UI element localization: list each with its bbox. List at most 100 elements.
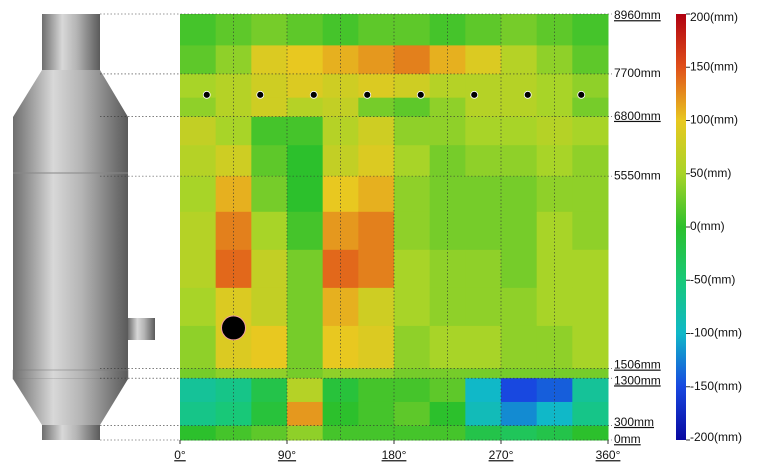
heat-cell xyxy=(501,117,537,146)
heat-cell xyxy=(430,368,466,378)
heat-cell xyxy=(572,212,608,251)
heat-cell xyxy=(216,98,252,118)
heat-cell xyxy=(287,212,323,251)
heat-cell xyxy=(465,378,501,402)
heat-cell xyxy=(537,288,573,327)
heat-cell xyxy=(251,368,287,378)
heat-cell xyxy=(465,402,501,426)
heat-cell xyxy=(394,250,430,289)
y-tick-label: 7700mm xyxy=(614,66,661,80)
heat-cell xyxy=(501,212,537,251)
nozzle-marker xyxy=(417,91,424,98)
heat-cell xyxy=(501,326,537,369)
x-tick-label: 180° xyxy=(382,448,407,462)
heat-cell xyxy=(394,326,430,369)
heat-cell xyxy=(287,378,323,402)
nozzle-marker xyxy=(310,91,317,98)
manhole-marker xyxy=(222,316,246,340)
nozzle-marker xyxy=(364,91,371,98)
heat-cell xyxy=(180,14,216,46)
heat-cell xyxy=(572,426,608,441)
heat-cell xyxy=(501,74,537,98)
colorbar-label: 50(mm) xyxy=(690,166,731,180)
colorbar-label: -50(mm) xyxy=(690,272,735,286)
heat-cell xyxy=(501,250,537,289)
y-tick-label: 300mm xyxy=(614,415,654,429)
heat-cell xyxy=(537,368,573,378)
heat-cell xyxy=(394,98,430,118)
heat-cell xyxy=(251,250,287,289)
heat-cell xyxy=(358,250,394,289)
heat-cell xyxy=(358,212,394,251)
heat-cell xyxy=(287,368,323,378)
heat-cell xyxy=(572,98,608,118)
heat-cell xyxy=(358,378,394,402)
heat-cell xyxy=(572,368,608,378)
colorbar xyxy=(676,14,686,440)
heat-cell xyxy=(465,288,501,327)
y-tick-label: 6800mm xyxy=(614,109,661,123)
heat-cell xyxy=(501,98,537,118)
heat-cell xyxy=(572,45,608,74)
heat-cell xyxy=(287,117,323,146)
heat-cell xyxy=(394,176,430,212)
heat-cell xyxy=(180,176,216,212)
colorbar-label: 100(mm) xyxy=(690,113,738,127)
heat-cell xyxy=(501,288,537,327)
heat-cell xyxy=(501,45,537,74)
heat-cell xyxy=(572,378,608,402)
heat-cell xyxy=(180,402,216,426)
nozzle-marker xyxy=(203,91,210,98)
heat-cell xyxy=(394,212,430,251)
heat-cell xyxy=(180,212,216,251)
heat-cell xyxy=(180,74,216,98)
heat-cell xyxy=(430,98,466,118)
heat-cell xyxy=(572,250,608,289)
heat-cell xyxy=(180,45,216,74)
heat-cell xyxy=(358,117,394,146)
heat-cell xyxy=(287,145,323,176)
colorbar-label: 150(mm) xyxy=(690,59,738,73)
heat-cell xyxy=(358,45,394,74)
y-tick-label: 8960mm xyxy=(614,8,661,22)
heat-cell xyxy=(323,98,359,118)
heat-cell xyxy=(394,288,430,327)
heat-cell xyxy=(501,176,537,212)
heat-cell xyxy=(394,117,430,146)
heat-cell xyxy=(465,250,501,289)
heat-cell xyxy=(572,288,608,327)
y-tick-label: 1506mm xyxy=(614,358,661,372)
heat-cell xyxy=(251,378,287,402)
heat-cell xyxy=(501,402,537,426)
heat-cell xyxy=(501,368,537,378)
x-tick-label: 0° xyxy=(174,448,186,462)
heat-cell xyxy=(251,426,287,441)
heat-cell xyxy=(180,378,216,402)
heat-cell xyxy=(180,250,216,289)
vessel xyxy=(13,14,155,440)
y-tick-label: 0mm xyxy=(614,432,641,446)
heat-cell xyxy=(537,98,573,118)
heat-cell xyxy=(251,98,287,118)
heat-cell xyxy=(501,14,537,46)
heat-cell xyxy=(465,212,501,251)
colorbar-label: 200(mm) xyxy=(690,10,738,24)
heat-cell xyxy=(358,176,394,212)
heat-cell xyxy=(465,45,501,74)
y-tick-label: 1300mm xyxy=(614,373,661,387)
heat-cell xyxy=(180,368,216,378)
heat-cell xyxy=(251,117,287,146)
heat-cell xyxy=(465,326,501,369)
heat-cell xyxy=(465,117,501,146)
heat-cell xyxy=(394,378,430,402)
heat-cell xyxy=(394,45,430,74)
heat-cell xyxy=(572,176,608,212)
heat-cell xyxy=(287,14,323,46)
heat-cell xyxy=(287,326,323,369)
heat-cell xyxy=(180,326,216,369)
x-tick-label: 270° xyxy=(489,448,514,462)
heat-cell xyxy=(251,14,287,46)
heat-cell xyxy=(287,426,323,441)
heat-cell xyxy=(323,368,359,378)
heat-cell xyxy=(287,288,323,327)
